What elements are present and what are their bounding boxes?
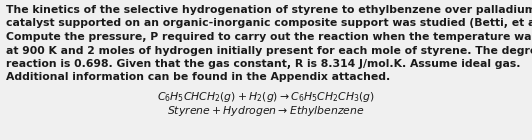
Text: at 900 K and 2 moles of hydrogen initially present for each mole of styrene. The: at 900 K and 2 moles of hydrogen initial… <box>6 46 532 55</box>
Text: $C_6H_5CHCH_2(g) + H_2(g) \rightarrow C_6H_5CH_2CH_3(g)$: $C_6H_5CHCH_2(g) + H_2(g) \rightarrow C_… <box>157 90 375 104</box>
Text: The kinetics of the selective hydrogenation of styrene to ethylbenzene over pall: The kinetics of the selective hydrogenat… <box>6 5 532 15</box>
Text: reaction is 0.698. Given that the gas constant, R is 8.314 J/mol.K. Assume ideal: reaction is 0.698. Given that the gas co… <box>6 59 520 69</box>
Text: catalyst supported on an organic-inorganic composite support was studied (Betti,: catalyst supported on an organic-inorgan… <box>6 18 532 29</box>
Text: Compute the pressure, P required to carry out the reaction when the temperature : Compute the pressure, P required to carr… <box>6 32 532 42</box>
Text: Additional information can be found in the Appendix attached.: Additional information can be found in t… <box>6 73 390 82</box>
Text: $\mathit{Styrene + Hydrogen \rightarrow Ethylbenzene}$: $\mathit{Styrene + Hydrogen \rightarrow … <box>167 104 365 118</box>
